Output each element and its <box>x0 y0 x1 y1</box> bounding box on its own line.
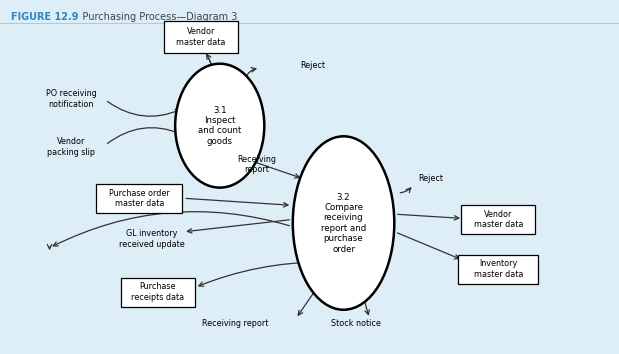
FancyBboxPatch shape <box>458 255 539 284</box>
FancyBboxPatch shape <box>97 184 183 213</box>
Text: Reject: Reject <box>418 174 443 183</box>
Text: Inventory
master data: Inventory master data <box>474 259 523 279</box>
Text: Stock notice: Stock notice <box>331 319 381 329</box>
Ellipse shape <box>175 64 264 188</box>
Ellipse shape <box>293 136 394 310</box>
Text: Reject: Reject <box>300 61 325 70</box>
FancyBboxPatch shape <box>462 205 535 234</box>
Text: GL inventory
received update: GL inventory received update <box>119 229 184 249</box>
Text: Vendor
master data: Vendor master data <box>474 210 523 229</box>
Text: Receiving report: Receiving report <box>202 319 269 329</box>
Text: FIGURE 12.9: FIGURE 12.9 <box>11 12 79 22</box>
Text: Receiving
report: Receiving report <box>237 155 277 174</box>
FancyBboxPatch shape <box>165 21 238 53</box>
Text: 3.2
Compare
receiving
report and
purchase
order: 3.2 Compare receiving report and purchas… <box>321 193 366 253</box>
Text: Purchasing Process—Diagram 3: Purchasing Process—Diagram 3 <box>73 12 238 22</box>
Text: PO receiving
notification: PO receiving notification <box>46 90 97 109</box>
Text: Vendor
packing slip: Vendor packing slip <box>47 137 95 156</box>
Text: Purchase
receipts data: Purchase receipts data <box>131 282 184 302</box>
Text: Purchase order
master data: Purchase order master data <box>109 189 170 208</box>
Text: Vendor
master data: Vendor master data <box>176 28 226 47</box>
Text: 3.1
Inspect
and count
goods: 3.1 Inspect and count goods <box>198 105 241 146</box>
FancyBboxPatch shape <box>121 278 194 307</box>
